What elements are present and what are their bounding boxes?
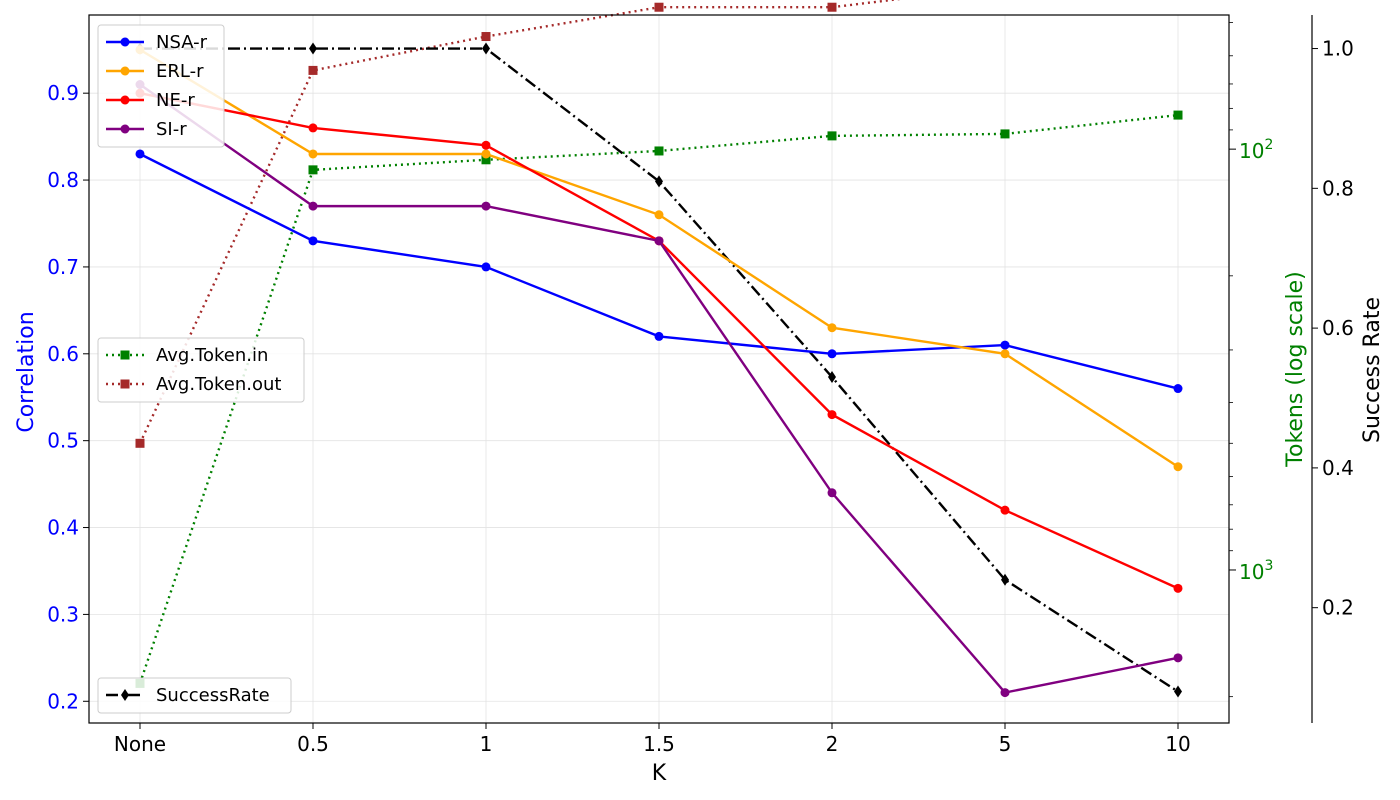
token-tick-exponent: 3 — [1264, 558, 1273, 574]
token-legend-label: Avg.Token.out — [156, 374, 281, 395]
success-series-point — [1001, 573, 1009, 586]
token-series-point — [481, 155, 491, 165]
token-tick-base: 10 — [1239, 139, 1264, 163]
correlation-series-point — [827, 488, 837, 498]
x-tick-label: 1 — [480, 732, 493, 756]
correlation-legend-label: ERL-r — [156, 61, 204, 82]
token-series-point — [481, 32, 491, 42]
correlation-series-point — [1173, 653, 1183, 663]
success-tick-label: 0.2 — [1322, 596, 1354, 620]
correlation-series-point — [1000, 688, 1010, 698]
success-tick-label: 1.0 — [1322, 37, 1354, 61]
correlation-series-point — [308, 123, 318, 133]
left-tick-label: 0.4 — [47, 516, 79, 540]
success-tick-label: 0.4 — [1322, 456, 1354, 480]
correlation-legend-marker — [120, 66, 130, 76]
left-tick-label: 0.9 — [47, 81, 79, 105]
correlation-series-point — [308, 149, 318, 159]
success-series-point — [828, 371, 836, 384]
token-tick-base: 10 — [1239, 560, 1264, 584]
token-series-point — [654, 146, 664, 156]
correlation-legend-box — [97, 24, 225, 148]
success-series-point — [309, 42, 317, 55]
token-series-point — [1000, 129, 1010, 139]
correlation-series-point — [481, 262, 491, 272]
correlation-legend-marker — [120, 124, 130, 134]
x-tick-label: 1.5 — [643, 732, 675, 756]
x-tick-label: 5 — [999, 732, 1012, 756]
correlation-series-point — [1000, 505, 1010, 515]
correlation-series-point — [481, 201, 491, 211]
correlation-series-point — [654, 210, 664, 220]
token-axis-title: Tokens (log scale) — [1283, 271, 1308, 467]
left-tick-label: 0.8 — [47, 168, 79, 192]
correlation-legend-marker — [120, 95, 130, 105]
token-series-point — [135, 438, 145, 448]
left-tick-label: 0.3 — [47, 602, 79, 626]
correlation-series-point — [1173, 462, 1183, 472]
token-legend-marker — [120, 350, 130, 360]
token-tick-label: 102 — [1239, 137, 1273, 163]
token-series-point — [308, 165, 318, 175]
correlation-legend-label: NE-r — [156, 90, 195, 111]
correlation-series-point — [1173, 384, 1183, 394]
correlation-legend-label: NSA-r — [156, 32, 208, 53]
token-series-point — [654, 2, 664, 12]
token-legend-marker — [120, 379, 130, 389]
success-tick-label: 0.6 — [1322, 316, 1354, 340]
success-series-point — [1174, 685, 1182, 698]
legends: NSA-r ERL-r NE-r SI-r Avg.Token.in Avg.Token.… — [97, 24, 305, 714]
correlation-series-point — [1000, 340, 1010, 350]
token-legend-label: Avg.Token.in — [156, 345, 268, 366]
left-axis-title: Correlation — [14, 311, 39, 432]
token-series — [135, 0, 1183, 688]
correlation-series-point — [1173, 583, 1183, 593]
success-tick-label: 0.8 — [1322, 176, 1354, 200]
axis-titles: K Correlation Tokens (log scale) Success… — [14, 271, 1385, 786]
correlation-legend-label: SI-r — [156, 119, 187, 140]
correlation-series-point — [827, 323, 837, 333]
success-series-point — [655, 175, 663, 188]
correlation-series-point — [308, 236, 318, 246]
correlation-legend-marker — [120, 37, 130, 47]
success-axis-title: Success Rate — [1360, 297, 1385, 443]
correlation-series-point — [135, 149, 145, 159]
success-legend-label: SuccessRate — [156, 685, 270, 706]
token-tick-exponent: 2 — [1264, 137, 1273, 153]
ticks: None 0.5 1 1.5 2 5 10 0.2 0.3 0.4 0.5 0.6 0.7 0.8 0.9 1… — [47, 22, 1354, 756]
left-tick-label: 0.7 — [47, 255, 79, 279]
correlation-series-point — [481, 149, 491, 159]
left-tick-label: 0.5 — [47, 429, 79, 453]
token-series-point — [827, 131, 837, 141]
correlation-series-point — [1000, 349, 1010, 359]
left-tick-label: 0.6 — [47, 342, 79, 366]
correlation-series-point — [308, 201, 318, 211]
correlation-series-point — [654, 331, 664, 341]
x-tick-label: 10 — [1165, 732, 1190, 756]
x-tick-label: 0.5 — [297, 732, 329, 756]
x-axis-title: K — [652, 761, 667, 786]
correlation-series-point — [481, 140, 491, 150]
token-series-point — [308, 65, 318, 75]
x-tick-label: None — [114, 732, 166, 756]
token-series-point — [827, 2, 837, 12]
correlation-series — [135, 45, 1183, 698]
correlation-series-point — [827, 410, 837, 420]
token-tick-label: 103 — [1239, 558, 1273, 584]
x-tick-label: 2 — [826, 732, 839, 756]
left-tick-label: 0.2 — [47, 689, 79, 713]
correlation-series-point — [654, 236, 664, 246]
success-legend-marker — [121, 689, 129, 701]
token-legend-box — [97, 337, 305, 403]
correlation-series-point — [827, 349, 837, 359]
token-series-point — [1173, 110, 1183, 120]
success-legend-box — [97, 677, 292, 714]
success-series-point — [482, 42, 490, 55]
